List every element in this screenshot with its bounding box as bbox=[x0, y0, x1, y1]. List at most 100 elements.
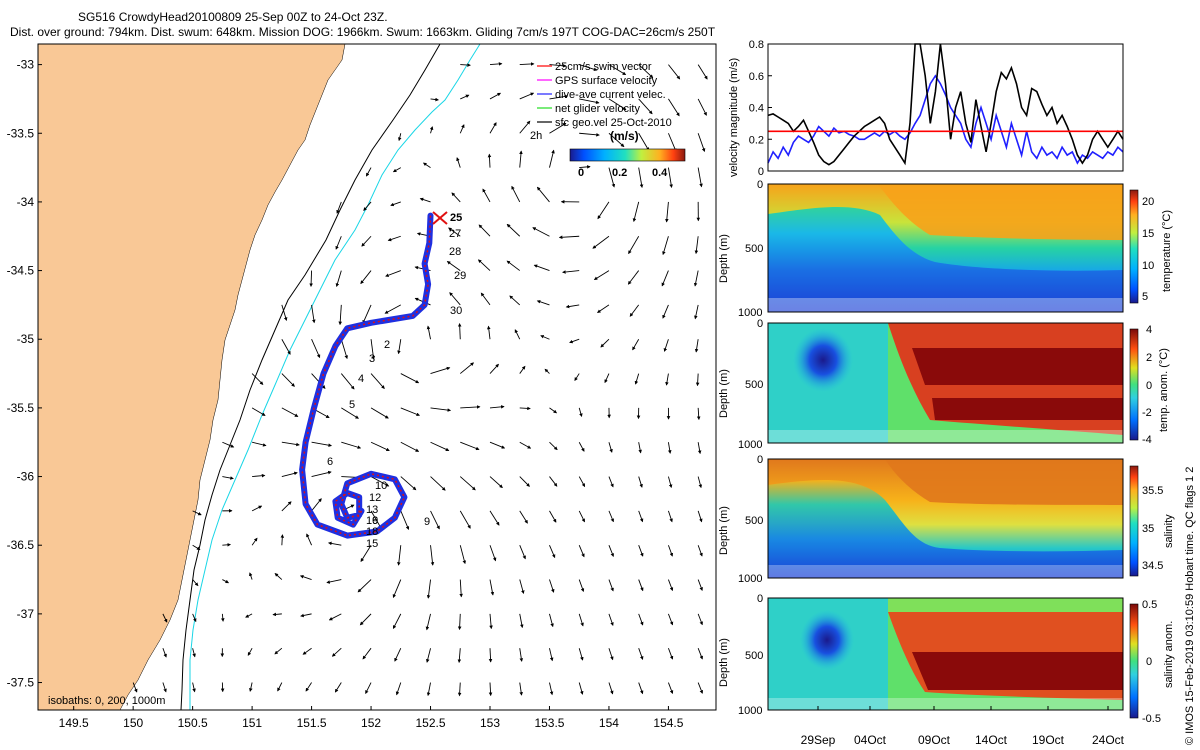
velocity-arrow bbox=[667, 442, 672, 454]
velocity-arrow bbox=[385, 270, 401, 277]
velocity-arrow bbox=[667, 545, 674, 557]
day-label: 6 bbox=[372, 515, 378, 527]
track-day-labels: 25 27 28 29 30 2 3 4 5 6 9 10 12 13 15 1… bbox=[327, 212, 466, 550]
velocity-arrow bbox=[536, 300, 550, 306]
velocity-arrow bbox=[306, 533, 312, 546]
velocity-arrow bbox=[628, 236, 640, 255]
velocity-arrow bbox=[460, 63, 471, 67]
velocity-arrow bbox=[489, 62, 503, 66]
velocity-arrow bbox=[578, 648, 584, 661]
velocity-arrow bbox=[506, 260, 521, 271]
velocity-arrow bbox=[392, 579, 402, 599]
velocity-arrow bbox=[459, 510, 471, 529]
velocity-arrow bbox=[300, 613, 312, 618]
depth-label: Depth (m) bbox=[718, 638, 730, 687]
velocity-arrow bbox=[697, 133, 706, 153]
map-x-tick-label: 149.5 bbox=[59, 716, 89, 730]
velocity-arrow bbox=[663, 339, 669, 352]
velocity-arrow bbox=[362, 647, 372, 660]
velocity-arrow bbox=[665, 201, 669, 223]
day-label: 25 bbox=[450, 212, 462, 224]
surface-velocity-arrow-field bbox=[132, 62, 708, 697]
velocity-arrow bbox=[459, 476, 476, 491]
velocity-arrow bbox=[249, 682, 253, 692]
velocity-arrow bbox=[638, 682, 644, 695]
velocity-arrow bbox=[274, 647, 283, 655]
velocity-arrow bbox=[549, 682, 554, 696]
velocity-arrow bbox=[519, 613, 524, 629]
map-x-tick-label: 151 bbox=[242, 716, 262, 730]
velocity-arrow bbox=[281, 471, 298, 477]
velocity-arrow bbox=[395, 682, 402, 696]
velocity-arrow bbox=[338, 304, 343, 326]
velocity-arrow bbox=[334, 682, 342, 693]
sal-anomaly-frame bbox=[767, 597, 1124, 711]
speed-colorbar bbox=[569, 148, 686, 162]
velocity-arrow bbox=[457, 323, 462, 340]
cbar-tick: -0.5 bbox=[1142, 713, 1161, 725]
cbar-tick: 4 bbox=[1146, 324, 1152, 336]
velocity-arrow bbox=[400, 441, 420, 452]
velocity-arrow bbox=[430, 97, 439, 102]
velocity-arrow bbox=[192, 648, 196, 658]
velocity-arrow bbox=[425, 613, 431, 631]
velocity-arrow bbox=[384, 304, 402, 314]
map-x-tick-labels: 149.5 150 150.5 151 151.5 152 152.5 153 153.5 154… bbox=[59, 706, 684, 730]
velocity-arrow bbox=[597, 201, 610, 220]
legend-extra-label: 2h bbox=[530, 130, 542, 142]
velocity-arrow bbox=[360, 270, 372, 285]
velocity-arrow bbox=[697, 510, 703, 523]
velocity-arrow bbox=[578, 510, 585, 523]
velocity-arrow bbox=[519, 120, 531, 134]
velocity-arrow bbox=[697, 167, 703, 188]
velocity-series-group bbox=[768, 44, 1124, 166]
velocity-arrow bbox=[192, 682, 196, 693]
map-x-tick-label: 152.5 bbox=[416, 716, 446, 730]
temp-anomaly-core-lower bbox=[932, 398, 1123, 420]
velocity-arrow bbox=[519, 150, 523, 168]
salinity-cold-region bbox=[768, 480, 1123, 578]
velocity-arrow bbox=[192, 613, 197, 623]
velocity-arrow bbox=[335, 236, 342, 250]
sal-anomaly-cbar-label: salinity anom. bbox=[1163, 621, 1175, 688]
velocity-arrow bbox=[430, 441, 450, 452]
temperature-colorbar bbox=[1129, 189, 1139, 304]
velocity-arrow bbox=[565, 304, 580, 309]
salinity-frame bbox=[767, 458, 1124, 579]
velocity-arrow bbox=[459, 579, 463, 598]
velocity-arrow bbox=[697, 648, 703, 660]
tick-0: 0 bbox=[757, 593, 763, 605]
isobath-200m bbox=[180, 43, 441, 711]
map-x-tick-label: 153.5 bbox=[534, 716, 564, 730]
time-tick-label: 04Oct bbox=[854, 733, 887, 747]
cbar-tick: 35 bbox=[1142, 523, 1154, 535]
velocity-arrow bbox=[309, 270, 313, 288]
day-label: 3 bbox=[369, 353, 375, 365]
cbar-tick: 10 bbox=[1142, 260, 1154, 272]
velocity-arrow bbox=[667, 579, 674, 592]
velocity-arrow bbox=[281, 339, 291, 355]
temperature-cbar-label: temperature (°C) bbox=[1161, 210, 1173, 292]
velocity-arrow bbox=[489, 92, 502, 100]
velocity-arrow bbox=[247, 647, 253, 656]
sal-anomaly-fresh-eddy bbox=[800, 610, 854, 670]
velocity-arrow bbox=[162, 648, 167, 658]
velocity-arrow bbox=[632, 339, 640, 351]
velocity-arrow bbox=[519, 365, 526, 374]
velocity-panel: 0 0.2 0.4 0.6 0.8 velocity magnitude (m/s) bbox=[728, 39, 1124, 178]
velocity-arrow bbox=[549, 545, 556, 559]
velocity-arrow bbox=[697, 545, 703, 557]
velocity-arrow bbox=[311, 304, 316, 324]
day-label: 5 bbox=[349, 399, 355, 411]
velocity-arrow bbox=[532, 227, 550, 237]
velocity-arrow bbox=[281, 441, 300, 447]
velocity-arrow bbox=[638, 579, 644, 592]
velocity-arrow bbox=[549, 441, 558, 451]
time-x-tick-labels: 29Sep 04Oct 09Oct 14Oct 19Oct 24Oct bbox=[801, 706, 1125, 747]
temp-anomaly-cold-eddy bbox=[793, 328, 853, 392]
velocity-arrow bbox=[519, 648, 524, 662]
velocity-arrow bbox=[370, 476, 390, 487]
velocity-arrow bbox=[665, 373, 669, 386]
cbar-tick: 0 bbox=[1146, 380, 1152, 392]
cbar-tick: 0.5 bbox=[1142, 599, 1157, 611]
